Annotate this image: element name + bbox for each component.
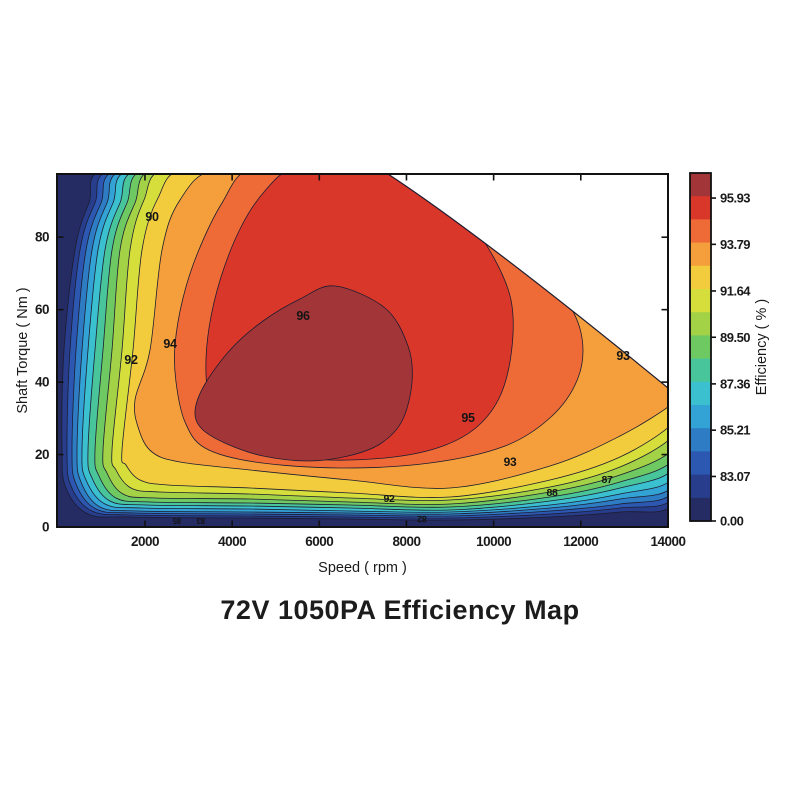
x-axis-label: Speed ( rpm ) — [318, 560, 407, 576]
y-tick-label: 80 — [35, 230, 49, 245]
colorbar-segment — [690, 289, 711, 313]
colorbar-tick-label: 87.36 — [720, 376, 750, 391]
contour-label: 83 — [196, 516, 205, 525]
colorbar-tick-label: 89.50 — [720, 330, 750, 345]
x-tick-label: 8000 — [392, 534, 420, 549]
colorbar-border — [689, 172, 712, 522]
y-tick-label: 20 — [35, 447, 49, 462]
chart-title: 72V 1050PA Efficiency Map — [220, 595, 580, 625]
colorbar-segment — [690, 265, 711, 290]
x-tick-label: 2000 — [131, 534, 159, 549]
labels-group: 2000 4000 6000 8000 10000 12000 14000 0 20 40 60 80… — [15, 210, 686, 576]
y-tick-label: 60 — [35, 302, 49, 317]
y-tick-label: 0 — [42, 520, 49, 535]
colorbar-segment — [690, 474, 711, 499]
contour-label: 96 — [296, 309, 310, 323]
contour-label: 87 — [601, 474, 613, 486]
contour-label: 94 — [163, 337, 177, 351]
colorbar-segment — [690, 451, 711, 476]
contour-band-96 — [194, 285, 413, 462]
y-tick-label: 40 — [35, 375, 49, 390]
plot-border — [56, 173, 669, 528]
x-tick-label: 4000 — [218, 534, 246, 549]
contour-label: 95 — [461, 411, 475, 425]
x-tick-label: 14000 — [650, 534, 685, 549]
contour-label: 82 — [417, 514, 427, 524]
colorbar-segment — [690, 335, 711, 360]
contour-label: 93 — [504, 455, 517, 469]
colorbar-segment — [690, 358, 711, 383]
colorbar-tick-label: 83.07 — [720, 469, 750, 484]
colorbar-segment — [690, 312, 711, 336]
contour-label: 85 — [172, 516, 181, 525]
efficiency-map-figure: 2000 4000 6000 8000 10000 12000 14000 0 20 40 60 80… — [15, 172, 770, 576]
colorbar-segment — [690, 381, 711, 406]
contour-bands-group — [57, 174, 668, 527]
colorbar-tick-label: 95.93 — [720, 191, 750, 206]
colorbar-segment — [690, 405, 711, 429]
y-axis-label: Shaft Torque ( Nm ) — [15, 287, 31, 413]
data-envelope-line — [57, 173, 669, 389]
axes-group — [56, 173, 669, 528]
colorbar-tick-label: 93.79 — [720, 237, 750, 252]
contour-label: 92 — [383, 493, 395, 505]
colorbar-tick-label: 85.21 — [720, 423, 750, 438]
x-tick-label: 6000 — [305, 534, 333, 549]
contour-label: 93 — [616, 349, 630, 363]
x-tick-label: 12000 — [563, 534, 598, 549]
colorbar-title: Efficiency ( % ) — [754, 299, 770, 395]
colorbar-segment — [690, 173, 711, 197]
colorbar-tick-label: 0.00 — [720, 514, 744, 529]
colorbar-segment — [690, 196, 711, 220]
contour-label: 88 — [546, 487, 558, 499]
colorbar-segment — [690, 242, 711, 267]
contour-label: 90 — [145, 210, 159, 224]
contour-label: 92 — [124, 353, 138, 367]
colorbar-segment — [690, 428, 711, 452]
colorbar-tick-label: 91.64 — [720, 283, 751, 298]
colorbar-segment — [690, 219, 711, 244]
colorbar-segment — [690, 497, 711, 522]
colorbar-group: 95.93 93.79 91.64 89.50 87.36 85.21 83.07 0.00 E… — [689, 172, 770, 529]
x-tick-label: 10000 — [476, 534, 511, 549]
